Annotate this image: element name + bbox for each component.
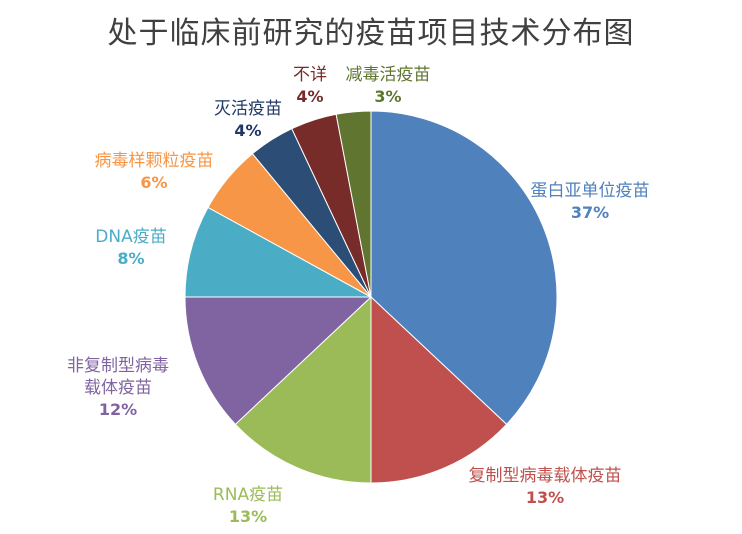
slice-label-text: RNA疫苗 [212,485,284,505]
slice-label-8: 不详 4% [293,64,327,108]
slice-label-4: 非复制型病毒 载体疫苗 12% [67,355,169,421]
slice-value-label: 6% [140,173,168,192]
slice-value-label: 8% [117,249,145,268]
pie-slice-5 [184,206,372,298]
slice-label-text: 非复制型病毒 载体疫苗 [67,356,169,398]
slice-value-label: 13% [525,488,565,507]
pie-slice-4 [184,296,373,426]
slice-label-2: 复制型病毒载体疫苗 13% [469,465,622,509]
slice-label-text: 蛋白亚单位疫苗 [530,181,650,201]
slice-label-6: 病毒样颗粒疫苗 6% [95,150,214,194]
slice-value-label: 4% [234,121,262,140]
chart-title: 处于临床前研究的疫苗项目技术分布图 [107,16,635,51]
slice-label-9: 减毒活疫苗 3% [346,64,431,108]
slice-value-label: 37% [570,203,610,222]
slice-label-3: RNA疫苗 13% [213,484,283,528]
slice-label-7: 灭活疫苗 4% [214,98,282,142]
pie-slice-2 [370,295,508,484]
slice-label-text: 不详 [293,65,327,85]
slice-value-label: 4% [296,87,324,106]
slice-label-text: 复制型病毒载体疫苗 [468,466,622,486]
slice-label-5: DNA疫苗 8% [95,226,166,270]
slice-value-label: 3% [374,87,402,106]
slice-label-text: 病毒样颗粒疫苗 [94,151,214,171]
slice-label-text: 灭活疫苗 [214,99,282,119]
pie-slice-3 [234,295,372,484]
slice-label-text: DNA疫苗 [95,227,167,247]
slice-value-label: 13% [228,507,268,526]
slice-label-1: 蛋白亚单位疫苗 37% [531,180,650,224]
pie-slice-1 [370,110,558,426]
pie-slice-9 [335,110,372,298]
slice-label-text: 减毒活疫苗 [345,65,431,85]
slice-value-label: 12% [98,400,138,419]
